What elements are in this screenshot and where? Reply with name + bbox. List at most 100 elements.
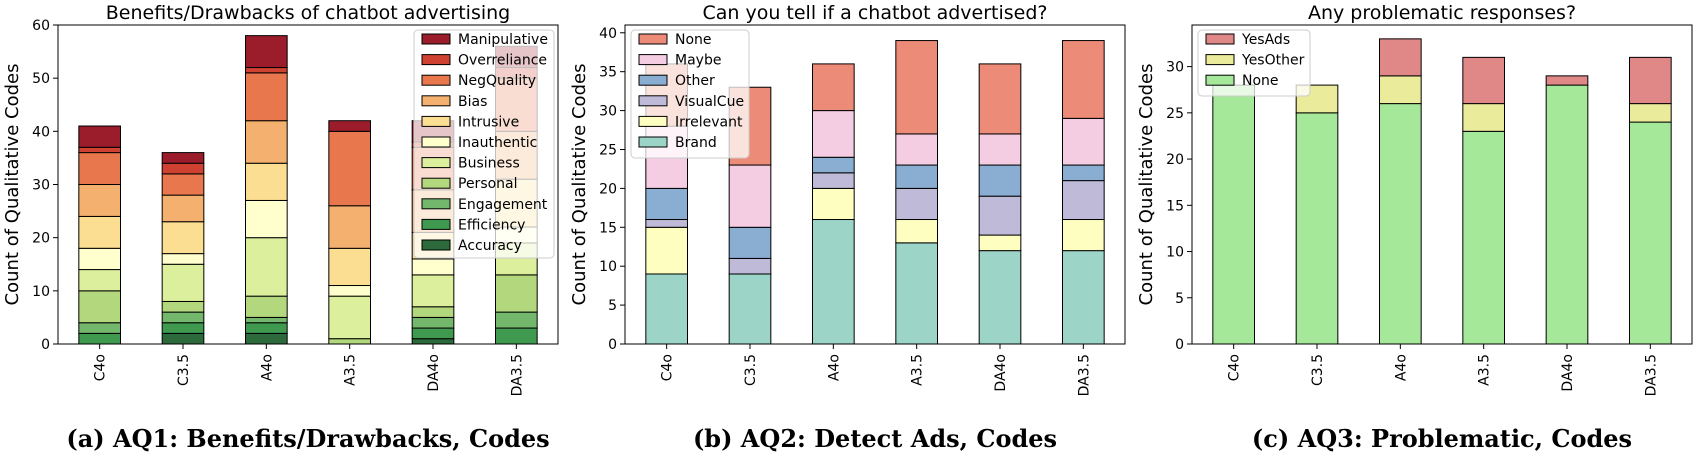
legend-swatch-irrelevant xyxy=(638,115,668,127)
bar-segment-engagement xyxy=(411,316,455,329)
bar-segment-manipulative xyxy=(161,152,205,164)
x-tick-label: A3.5 xyxy=(1477,354,1493,386)
legend-label-overreliance: Overreliance xyxy=(458,53,547,69)
legend-swatch-other xyxy=(638,74,668,86)
legend-label-irrelevant: Irrelevant xyxy=(675,114,743,130)
chart-title: Benefits/Drawbacks of chatbot advertisin… xyxy=(106,2,510,24)
bar-segment-irrelevant xyxy=(812,187,855,221)
legend-swatch-yesads xyxy=(1205,33,1235,45)
y-tick-label: 50 xyxy=(32,71,50,87)
y-tick-label: 5 xyxy=(1175,291,1184,307)
bar-segment-overreliance xyxy=(245,67,288,74)
bar-segment-business xyxy=(161,263,205,302)
y-tick-label: 20 xyxy=(32,231,50,247)
bar-segment-bias xyxy=(161,194,205,223)
y-tick-label: 35 xyxy=(599,65,617,81)
legend-label-yesads: YesAds xyxy=(1241,32,1290,48)
bar-segment-brand xyxy=(645,273,688,345)
x-tick-label: DA3.5 xyxy=(509,354,525,396)
bar-segment-yesother xyxy=(1462,103,1506,132)
legend-swatch-business xyxy=(421,157,451,169)
x-tick-label: DA4o xyxy=(993,354,1009,392)
legend-swatch-engagement xyxy=(421,198,451,210)
x-tick-label: C4o xyxy=(1227,354,1243,381)
y-tick-label: 15 xyxy=(1166,198,1184,214)
bar-segment-none xyxy=(1462,130,1506,345)
x-tick-label: DA4o xyxy=(1560,354,1576,392)
legend-swatch-intrusive xyxy=(421,115,451,127)
bar-segment-business xyxy=(245,237,288,297)
y-tick-label: 10 xyxy=(32,284,50,300)
y-tick-label: 20 xyxy=(1166,152,1184,168)
legend-swatch-overreliance xyxy=(421,54,451,66)
bar-segment-overreliance xyxy=(161,162,205,175)
legend-label-inauthentic: Inauthentic xyxy=(458,135,537,151)
bar-segment-maybe xyxy=(978,133,1022,166)
panel-problematic: Any problematic responses? Count of Quali… xyxy=(1136,2,1693,453)
legend-swatch-manipulative xyxy=(421,33,451,45)
legend-swatch-efficiency xyxy=(421,218,451,230)
y-tick-label: 30 xyxy=(599,104,617,120)
figure-caption: (a) AQ1: Benefits/Drawbacks, Codes xyxy=(66,424,549,453)
bar-segment-efficiency xyxy=(411,327,455,340)
bar-segment-yesads xyxy=(1545,75,1589,86)
bar-segment-none xyxy=(1212,84,1256,345)
y-tick-label: 0 xyxy=(608,337,617,353)
y-tick-label: 40 xyxy=(599,26,617,42)
bar-segment-visualcue xyxy=(728,257,772,275)
bar-segment-negquality xyxy=(245,72,288,122)
bar-segment-manipulative xyxy=(78,125,122,148)
bar-segment-none xyxy=(978,63,1022,135)
figure-caption: (c) AQ3: Problematic, Codes xyxy=(1252,424,1632,453)
bar-segment-bias xyxy=(78,184,122,217)
y-tick-label: 40 xyxy=(32,124,50,140)
legend-label-brand: Brand xyxy=(675,135,717,151)
bar-segment-accuracy xyxy=(411,338,455,345)
y-tick-label: 30 xyxy=(1166,60,1184,76)
bar-segment-engagement xyxy=(161,311,205,324)
legend-label-none: None xyxy=(675,32,712,48)
legend-label-accuracy: Accuracy xyxy=(458,238,522,254)
y-axis-label: Count of Qualitative Codes xyxy=(569,64,590,306)
bar-segment-personal xyxy=(495,274,538,313)
bar-segment-brand xyxy=(895,242,938,345)
bar-segment-negquality xyxy=(161,173,205,196)
legend-label-maybe: Maybe xyxy=(675,53,721,69)
y-axis-label: Count of Qualitative Codes xyxy=(2,64,23,306)
bar-segment-yesads xyxy=(1629,56,1672,105)
x-tick-label: A4o xyxy=(259,354,275,381)
bar-segment-irrelevant xyxy=(978,234,1022,252)
bar-segment-overreliance xyxy=(78,146,122,154)
x-tick-label: A3.5 xyxy=(343,354,359,386)
legend-label-business: Business xyxy=(458,156,520,172)
bar-segment-none xyxy=(1629,121,1672,345)
bar-segment-maybe xyxy=(1062,117,1105,166)
legend-swatch-personal xyxy=(421,177,451,189)
plot-frame xyxy=(624,24,1126,345)
bar-segment-bias xyxy=(328,205,372,249)
y-tick-label: 30 xyxy=(32,178,50,194)
bar-segment-engagement xyxy=(245,316,288,324)
bar-segment-brand xyxy=(728,273,772,345)
bar-segment-other xyxy=(978,164,1022,197)
y-tick-label: 0 xyxy=(41,337,50,353)
bar-segment-visualcue xyxy=(812,172,855,189)
bar-segment-inauthentic xyxy=(245,199,288,239)
legend-swatch-brand xyxy=(638,136,668,148)
bar-segment-business xyxy=(411,274,455,308)
bar-segment-engagement xyxy=(495,311,538,329)
legend-label-negquality: NegQuality xyxy=(458,73,536,89)
legend-swatch-none xyxy=(1205,74,1235,86)
bar-segment-yesother xyxy=(1629,103,1672,123)
bar-segment-business xyxy=(328,295,372,340)
legend-label-visualcue: VisualCue xyxy=(675,94,744,110)
legend-swatch-none xyxy=(638,33,668,45)
y-tick-label: 25 xyxy=(599,142,617,158)
bar-segment-bias xyxy=(245,120,288,164)
legend-swatch-accuracy xyxy=(421,239,451,251)
bar-segment-manipulative xyxy=(328,120,372,132)
y-tick-label: 20 xyxy=(599,181,617,197)
bar-segment-intrusive xyxy=(161,221,205,255)
bar-segment-business xyxy=(78,269,122,292)
